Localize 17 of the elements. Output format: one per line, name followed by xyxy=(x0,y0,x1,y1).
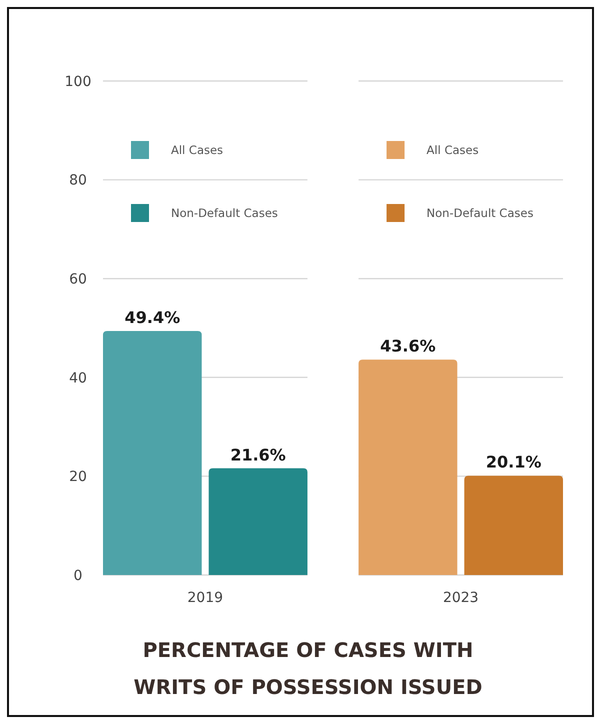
x-tick-label: 2019 xyxy=(187,590,224,606)
y-tick-label: 20 xyxy=(69,469,87,486)
legend-label: Non-Default Cases xyxy=(171,206,278,220)
y-tick-label: 40 xyxy=(69,370,87,386)
legend-label: Non-Default Cases xyxy=(426,206,534,220)
data-label: 21.6% xyxy=(230,445,286,464)
legend-label: All Cases xyxy=(171,143,224,158)
y-tick-label: 0 xyxy=(74,568,82,584)
y-tick-label: 100 xyxy=(64,74,92,90)
y-tick-label: 60 xyxy=(69,272,87,288)
x-tick-label: 2023 xyxy=(442,590,479,606)
data-label: 49.4% xyxy=(124,308,180,327)
text: PERCENTAGE OF CASES WITH WRITS OF POSSESSION ISSUED xyxy=(134,638,482,699)
y-tick-label: 80 xyxy=(69,172,87,189)
legend-label: All Cases xyxy=(426,143,479,158)
data-label: 20.1% xyxy=(486,452,542,472)
data-label: 43.6% xyxy=(380,336,436,356)
